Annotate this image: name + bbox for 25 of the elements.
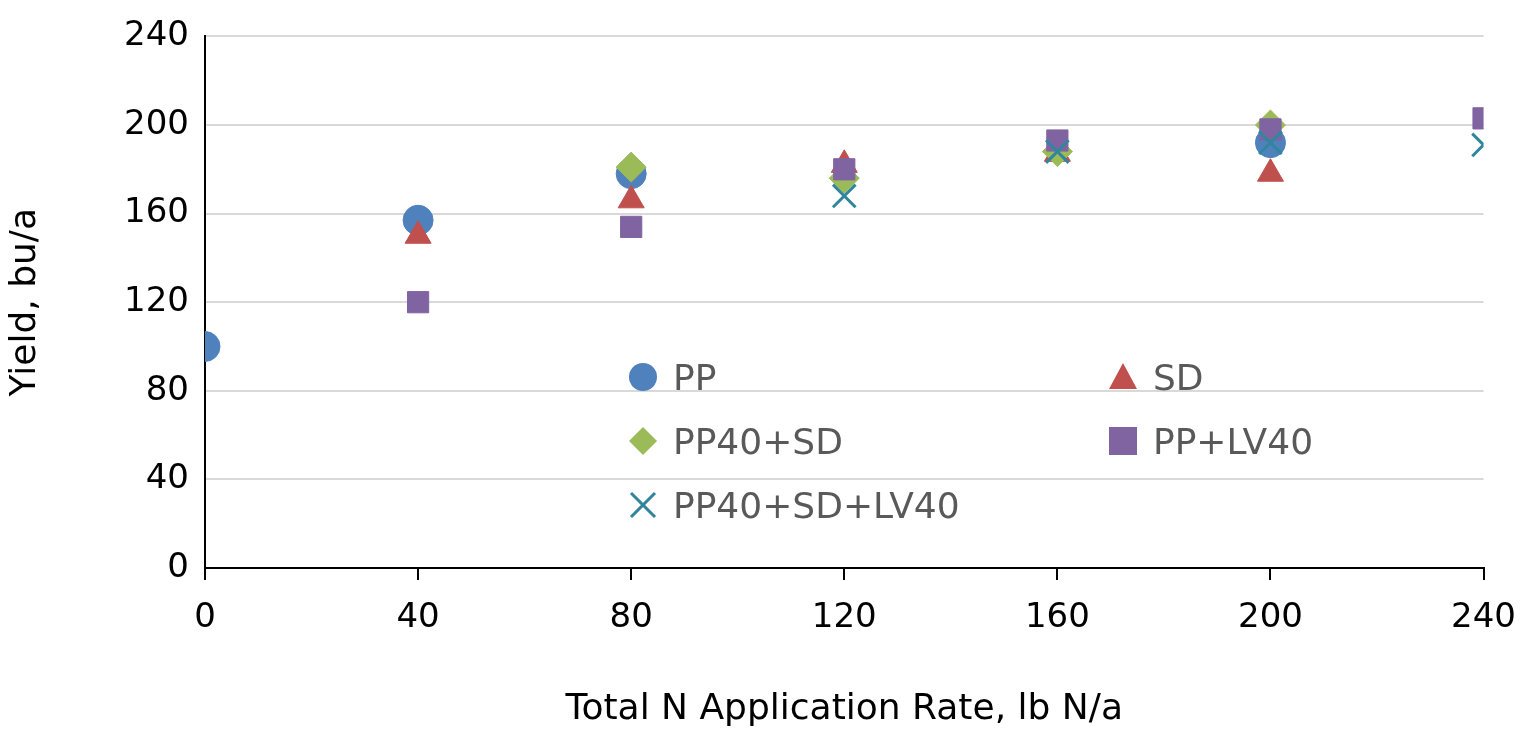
point: [831, 183, 858, 209]
x-tick-label: 160: [1024, 595, 1090, 636]
y-tick-label: 160: [124, 190, 189, 231]
x-tick-label: 40: [396, 595, 440, 636]
legend-label: PP+LV40: [1152, 420, 1314, 462]
x-tick-label: 240: [1451, 595, 1517, 636]
y-axis-title: Yield, bu/a: [1, 207, 43, 398]
x-tick-label: 80: [609, 595, 653, 636]
point: [406, 291, 430, 314]
point: [620, 215, 643, 238]
x-tick-label: 120: [811, 595, 877, 636]
y-tick-label: 40: [145, 456, 189, 497]
x-axis-title: Total N Application Rate, lb N/a: [564, 685, 1123, 727]
y-tick-label: 240: [124, 13, 189, 54]
legend-label: PP40+SD+LV40: [672, 484, 960, 526]
y-tick-label: 120: [124, 279, 189, 320]
x-tick-label: 0: [194, 595, 216, 636]
point: [615, 151, 647, 183]
legend-label: SD: [1152, 356, 1204, 398]
y-tick-label: 200: [124, 101, 189, 142]
y-tick-label: 80: [145, 367, 189, 408]
y-tick-label: 0: [167, 544, 189, 585]
legend-label: PP40+SD: [672, 420, 843, 462]
legend-label: PP: [672, 356, 717, 398]
x-tick-label: 200: [1238, 595, 1303, 636]
